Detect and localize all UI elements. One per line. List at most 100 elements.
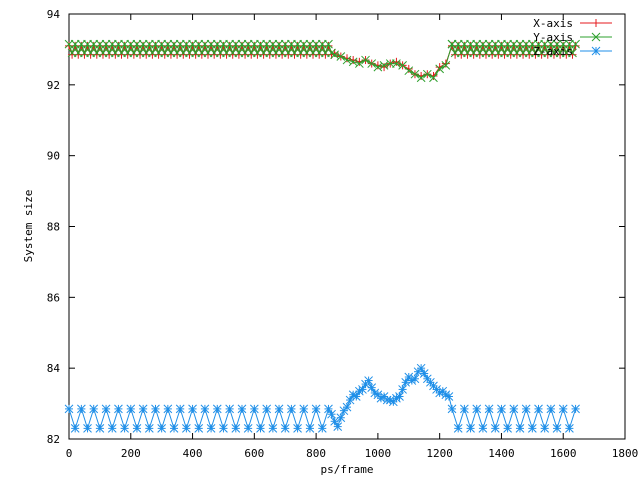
data-point bbox=[126, 39, 136, 49]
data-point bbox=[144, 39, 154, 49]
data-point bbox=[182, 424, 191, 433]
data-point bbox=[466, 424, 475, 433]
data-point bbox=[101, 404, 111, 414]
x-tick-label: 1400 bbox=[488, 447, 515, 460]
legend-marker bbox=[591, 32, 601, 42]
data-point bbox=[157, 39, 167, 49]
y-tick-label: 86 bbox=[47, 291, 60, 304]
data-point bbox=[151, 39, 160, 49]
data-point bbox=[305, 424, 315, 433]
data-point bbox=[534, 404, 543, 414]
data-point bbox=[540, 424, 550, 433]
data-point bbox=[512, 48, 522, 58]
data-point bbox=[456, 48, 466, 58]
x-tick-label: 400 bbox=[183, 447, 203, 460]
data-point bbox=[453, 39, 463, 49]
data-point bbox=[429, 73, 438, 83]
data-point bbox=[478, 39, 488, 49]
data-point bbox=[527, 424, 537, 433]
data-point bbox=[249, 39, 259, 49]
data-point bbox=[231, 39, 241, 49]
data-point bbox=[148, 48, 157, 58]
data-point bbox=[265, 48, 275, 58]
data-point bbox=[95, 424, 105, 433]
axis-ticks bbox=[68, 13, 626, 440]
data-point bbox=[558, 404, 568, 414]
data-point bbox=[216, 48, 225, 58]
data-point bbox=[249, 404, 259, 414]
data-point bbox=[188, 404, 197, 414]
data-point bbox=[98, 48, 108, 58]
data-point bbox=[546, 39, 556, 49]
data-point bbox=[290, 48, 299, 58]
data-point bbox=[86, 48, 95, 58]
data-point bbox=[373, 62, 383, 72]
data-point bbox=[135, 48, 145, 58]
data-point bbox=[157, 424, 167, 433]
data-point bbox=[453, 424, 463, 433]
data-point bbox=[521, 39, 531, 49]
y-tick-label: 88 bbox=[47, 221, 60, 234]
data-point bbox=[274, 404, 284, 414]
legend-marker bbox=[591, 46, 601, 56]
data-point bbox=[138, 39, 148, 49]
data-point bbox=[336, 52, 346, 61]
data-point bbox=[398, 385, 407, 394]
legend-label: Z-axis bbox=[533, 45, 573, 58]
legend-label: X-axis bbox=[533, 17, 573, 30]
data-point bbox=[552, 424, 562, 433]
data-point bbox=[531, 48, 540, 58]
data-point bbox=[101, 39, 111, 49]
data-point bbox=[342, 55, 352, 65]
data-point bbox=[293, 39, 302, 49]
data-point bbox=[416, 73, 426, 83]
data-point bbox=[253, 48, 262, 58]
data-point bbox=[549, 48, 559, 58]
data-point bbox=[503, 39, 512, 49]
data-point bbox=[67, 48, 77, 58]
data-point bbox=[571, 404, 580, 414]
data-point bbox=[80, 48, 89, 58]
data-point bbox=[120, 424, 129, 433]
data-point bbox=[163, 404, 173, 414]
data-point bbox=[169, 39, 179, 49]
data-point bbox=[163, 39, 173, 49]
data-point bbox=[527, 39, 537, 49]
data-point bbox=[237, 404, 247, 414]
data-point bbox=[361, 55, 370, 65]
data-point bbox=[494, 48, 503, 58]
data-point bbox=[546, 404, 556, 414]
data-point bbox=[561, 48, 571, 58]
plot-frame bbox=[68, 13, 626, 440]
legend-marker bbox=[592, 19, 600, 27]
data-point bbox=[70, 39, 80, 49]
data-point bbox=[484, 39, 494, 49]
data-point bbox=[333, 422, 343, 431]
series-1 bbox=[64, 39, 580, 83]
data-point bbox=[342, 402, 352, 412]
x-axis-label: ps/frame bbox=[321, 463, 374, 476]
data-point bbox=[348, 390, 358, 400]
data-point bbox=[138, 404, 148, 414]
series-2 bbox=[64, 363, 580, 433]
data-point bbox=[296, 48, 306, 58]
data-point bbox=[151, 404, 160, 414]
y-tick-label: 92 bbox=[47, 79, 60, 92]
data-point bbox=[518, 48, 528, 58]
data-point bbox=[182, 39, 191, 49]
data-point bbox=[228, 48, 238, 58]
data-point bbox=[132, 424, 142, 433]
data-point bbox=[435, 64, 445, 74]
data-point bbox=[404, 66, 414, 76]
y-tick-label: 82 bbox=[47, 433, 60, 446]
data-point bbox=[410, 374, 420, 384]
data-point bbox=[197, 48, 207, 58]
data-point bbox=[225, 404, 234, 414]
data-point bbox=[490, 39, 500, 49]
data-point bbox=[497, 39, 506, 49]
data-point bbox=[568, 48, 577, 58]
data-point bbox=[558, 39, 568, 49]
y-tick-label: 94 bbox=[47, 8, 61, 21]
data-point bbox=[219, 424, 228, 433]
